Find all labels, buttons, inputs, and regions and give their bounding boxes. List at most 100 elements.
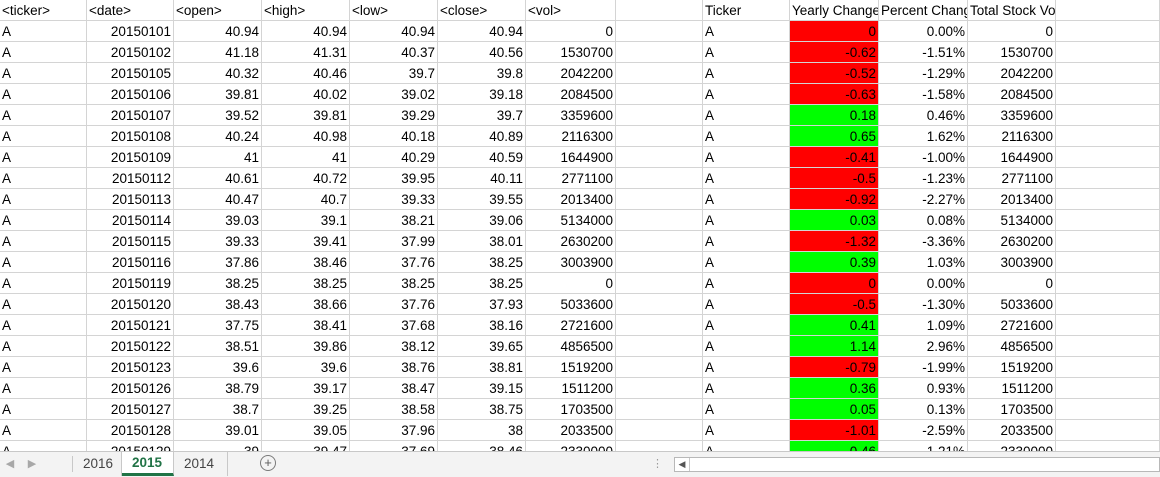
cell-open[interactable]: 39.01: [174, 420, 262, 441]
cell-close[interactable]: 39.8: [438, 63, 526, 84]
cell-percent-change[interactable]: 0.13%: [879, 399, 968, 420]
cell-high[interactable]: 38.46: [262, 252, 350, 273]
cell-blank[interactable]: [616, 420, 703, 441]
cell-total-volume[interactable]: 1644900: [968, 147, 1056, 168]
cell-blank[interactable]: [616, 357, 703, 378]
cell-vol[interactable]: 0: [526, 273, 616, 294]
cell-close[interactable]: 39.18: [438, 84, 526, 105]
cell-close[interactable]: 39.55: [438, 189, 526, 210]
cell-date[interactable]: 20150129: [87, 441, 174, 451]
cell-summary-ticker[interactable]: A: [703, 378, 790, 399]
cell-yearly-change[interactable]: 0.65: [790, 126, 879, 147]
cell-empty[interactable]: [1056, 294, 1160, 315]
cell-date[interactable]: 20150128: [87, 420, 174, 441]
cell-high[interactable]: 40.72: [262, 168, 350, 189]
splitter-dots-icon[interactable]: ⋮: [652, 458, 663, 470]
cell-yearly-change[interactable]: 0.41: [790, 315, 879, 336]
cell-low[interactable]: 37.68: [350, 315, 438, 336]
cell-close[interactable]: 40.11: [438, 168, 526, 189]
cell-open[interactable]: 40.47: [174, 189, 262, 210]
cell-total-volume[interactable]: 1519200: [968, 357, 1056, 378]
cell-vol[interactable]: 2033500: [526, 420, 616, 441]
cell-yearly-change[interactable]: -0.92: [790, 189, 879, 210]
cell-vol[interactable]: 2630200: [526, 231, 616, 252]
cell-low[interactable]: 38.58: [350, 399, 438, 420]
cell-summary-ticker[interactable]: A: [703, 84, 790, 105]
cell-ticker[interactable]: A: [0, 210, 87, 231]
cell-yearly-change[interactable]: -0.62: [790, 42, 879, 63]
cell-summary-ticker[interactable]: A: [703, 168, 790, 189]
cell-summary-ticker[interactable]: A: [703, 126, 790, 147]
cell-date[interactable]: 20150123: [87, 357, 174, 378]
cell-yearly-change[interactable]: 0.18: [790, 105, 879, 126]
cell-blank[interactable]: [616, 21, 703, 42]
cell-empty[interactable]: [1056, 0, 1160, 21]
cell-close[interactable]: 37.93: [438, 294, 526, 315]
cell-percent-change[interactable]: -3.36%: [879, 231, 968, 252]
cell-low[interactable]: 38.25: [350, 273, 438, 294]
cell-high[interactable]: 40.94: [262, 21, 350, 42]
cell-ticker[interactable]: A: [0, 441, 87, 451]
cell-empty[interactable]: [1056, 336, 1160, 357]
cell-summary-ticker[interactable]: A: [703, 42, 790, 63]
cell-empty[interactable]: [1056, 399, 1160, 420]
cell-blank[interactable]: [616, 336, 703, 357]
cell-total-volume[interactable]: 4856500: [968, 336, 1056, 357]
cell-blank[interactable]: [616, 252, 703, 273]
cell-empty[interactable]: [1056, 420, 1160, 441]
cell-vol[interactable]: 2116300: [526, 126, 616, 147]
cell-low[interactable]: 37.99: [350, 231, 438, 252]
cell-low[interactable]: 39.95: [350, 168, 438, 189]
cell-percent-change[interactable]: -1.51%: [879, 42, 968, 63]
cell-total-volume[interactable]: 2033500: [968, 420, 1056, 441]
cell-close[interactable]: 39.7: [438, 105, 526, 126]
cell-empty[interactable]: [1056, 252, 1160, 273]
cell-vol[interactable]: 4856500: [526, 336, 616, 357]
cell-low[interactable]: 38.76: [350, 357, 438, 378]
cell-empty[interactable]: [1056, 147, 1160, 168]
cell-summary-ticker[interactable]: A: [703, 441, 790, 451]
cell-empty[interactable]: [1056, 231, 1160, 252]
cell-low[interactable]: 37.76: [350, 252, 438, 273]
cell-ticker[interactable]: A: [0, 357, 87, 378]
cell-yearly-change[interactable]: 0.05: [790, 399, 879, 420]
cell-low[interactable]: <low>: [350, 0, 438, 21]
cell-blank[interactable]: [616, 168, 703, 189]
cell-vol[interactable]: 1703500: [526, 399, 616, 420]
cell-percent-change[interactable]: -1.29%: [879, 63, 968, 84]
cell-close[interactable]: 40.94: [438, 21, 526, 42]
cell-yearly-change[interactable]: -0.5: [790, 168, 879, 189]
cell-ticker[interactable]: A: [0, 189, 87, 210]
cell-percent-change[interactable]: 0.46%: [879, 105, 968, 126]
cell-yearly-change[interactable]: -0.5: [790, 294, 879, 315]
cell-vol[interactable]: 2771100: [526, 168, 616, 189]
cell-percent-change[interactable]: 0.08%: [879, 210, 968, 231]
cell-date[interactable]: 20150108: [87, 126, 174, 147]
cell-percent-change[interactable]: -1.23%: [879, 168, 968, 189]
cell-total-volume[interactable]: 1511200: [968, 378, 1056, 399]
cell-percent-change[interactable]: -1.99%: [879, 357, 968, 378]
cell-blank[interactable]: [616, 189, 703, 210]
cell-summary-ticker[interactable]: A: [703, 357, 790, 378]
cell-vol[interactable]: 0: [526, 21, 616, 42]
horizontal-scrollbar[interactable]: ◀: [674, 457, 1160, 472]
cell-close[interactable]: 38.16: [438, 315, 526, 336]
cell-total-volume[interactable]: Total Stock Volume: [968, 0, 1056, 21]
cell-date[interactable]: 20150126: [87, 378, 174, 399]
cell-vol[interactable]: 2042200: [526, 63, 616, 84]
cell-high[interactable]: 40.02: [262, 84, 350, 105]
cell-blank[interactable]: [616, 42, 703, 63]
cell-total-volume[interactable]: 2771100: [968, 168, 1056, 189]
cell-date[interactable]: 20150119: [87, 273, 174, 294]
cell-yearly-change[interactable]: -0.63: [790, 84, 879, 105]
cell-percent-change[interactable]: 0.93%: [879, 378, 968, 399]
cell-open[interactable]: 39.81: [174, 84, 262, 105]
cell-yearly-change[interactable]: -0.52: [790, 63, 879, 84]
cell-ticker[interactable]: A: [0, 21, 87, 42]
cell-close[interactable]: 40.56: [438, 42, 526, 63]
cell-empty[interactable]: [1056, 63, 1160, 84]
cell-ticker[interactable]: A: [0, 315, 87, 336]
cell-high[interactable]: 39.1: [262, 210, 350, 231]
cell-summary-ticker[interactable]: A: [703, 21, 790, 42]
cell-total-volume[interactable]: 0: [968, 21, 1056, 42]
